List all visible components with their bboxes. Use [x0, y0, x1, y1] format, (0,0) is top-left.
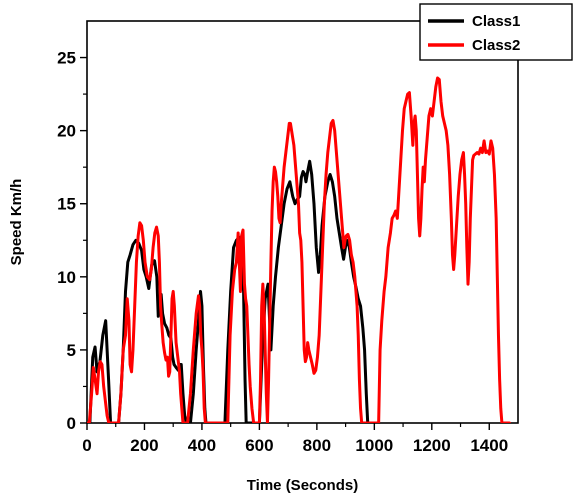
x-tick-label: 1400	[470, 436, 508, 455]
legend-label-class1: Class1	[472, 13, 520, 30]
plot-frame	[86, 20, 519, 424]
y-tick-label: 25	[57, 49, 76, 68]
series-group	[87, 76, 511, 423]
x-tick-label: 200	[130, 436, 158, 455]
x-tick-label: 600	[245, 436, 273, 455]
x-tick-label: 1200	[413, 436, 451, 455]
x-tick-label: 1000	[355, 436, 393, 455]
y-tick-label: 0	[67, 414, 76, 433]
y-tick-label: 15	[57, 195, 76, 214]
y-tick-label: 5	[67, 341, 76, 360]
legend-box	[419, 3, 573, 61]
y-axis-title: Speed Km/h	[8, 179, 25, 266]
x-axis: 0 200 400 600 800 1000 1200 1400	[82, 423, 508, 455]
legend-label-class2: Class2	[472, 37, 520, 54]
y-tick-label: 10	[57, 268, 76, 287]
x-tick-label: 800	[303, 436, 331, 455]
y-axis: 0 5 10 15 20 25	[57, 49, 87, 433]
legend: Class1 Class2	[419, 3, 573, 61]
x-tick-label: 400	[188, 436, 216, 455]
y-tick-label: 20	[57, 122, 76, 141]
x-tick-label: 0	[82, 436, 91, 455]
series-line-class2	[87, 76, 511, 423]
x-axis-title: Time (Seconds)	[247, 477, 358, 494]
